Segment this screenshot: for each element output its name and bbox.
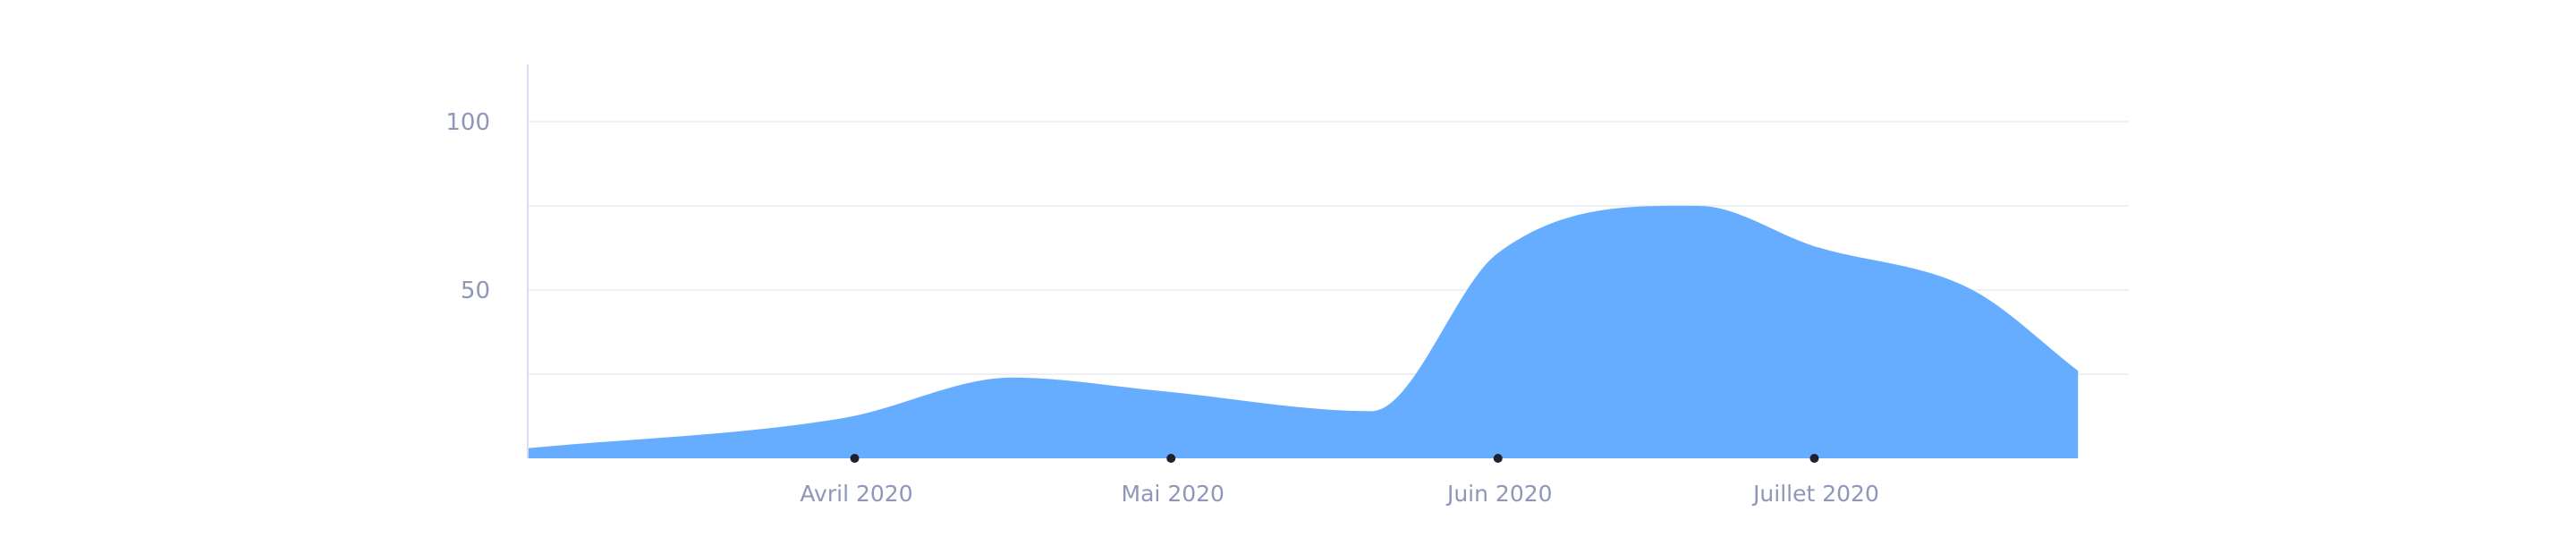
x-tick-label: Mai 2020 (1122, 481, 1224, 507)
x-tick-marker (1493, 454, 1503, 463)
x-tick-label: Avril 2020 (800, 481, 912, 507)
y-tick-label: 100 (445, 109, 490, 136)
y-tick-label: 50 (461, 278, 490, 304)
x-tick-label: Juin 2020 (1445, 481, 1553, 507)
x-tick-label: Juillet 2020 (1751, 481, 1879, 507)
area-series (528, 205, 2079, 458)
x-tick-marker (1809, 454, 1819, 463)
x-tick-marker (1166, 454, 1176, 463)
x-tick-marker (850, 454, 860, 463)
